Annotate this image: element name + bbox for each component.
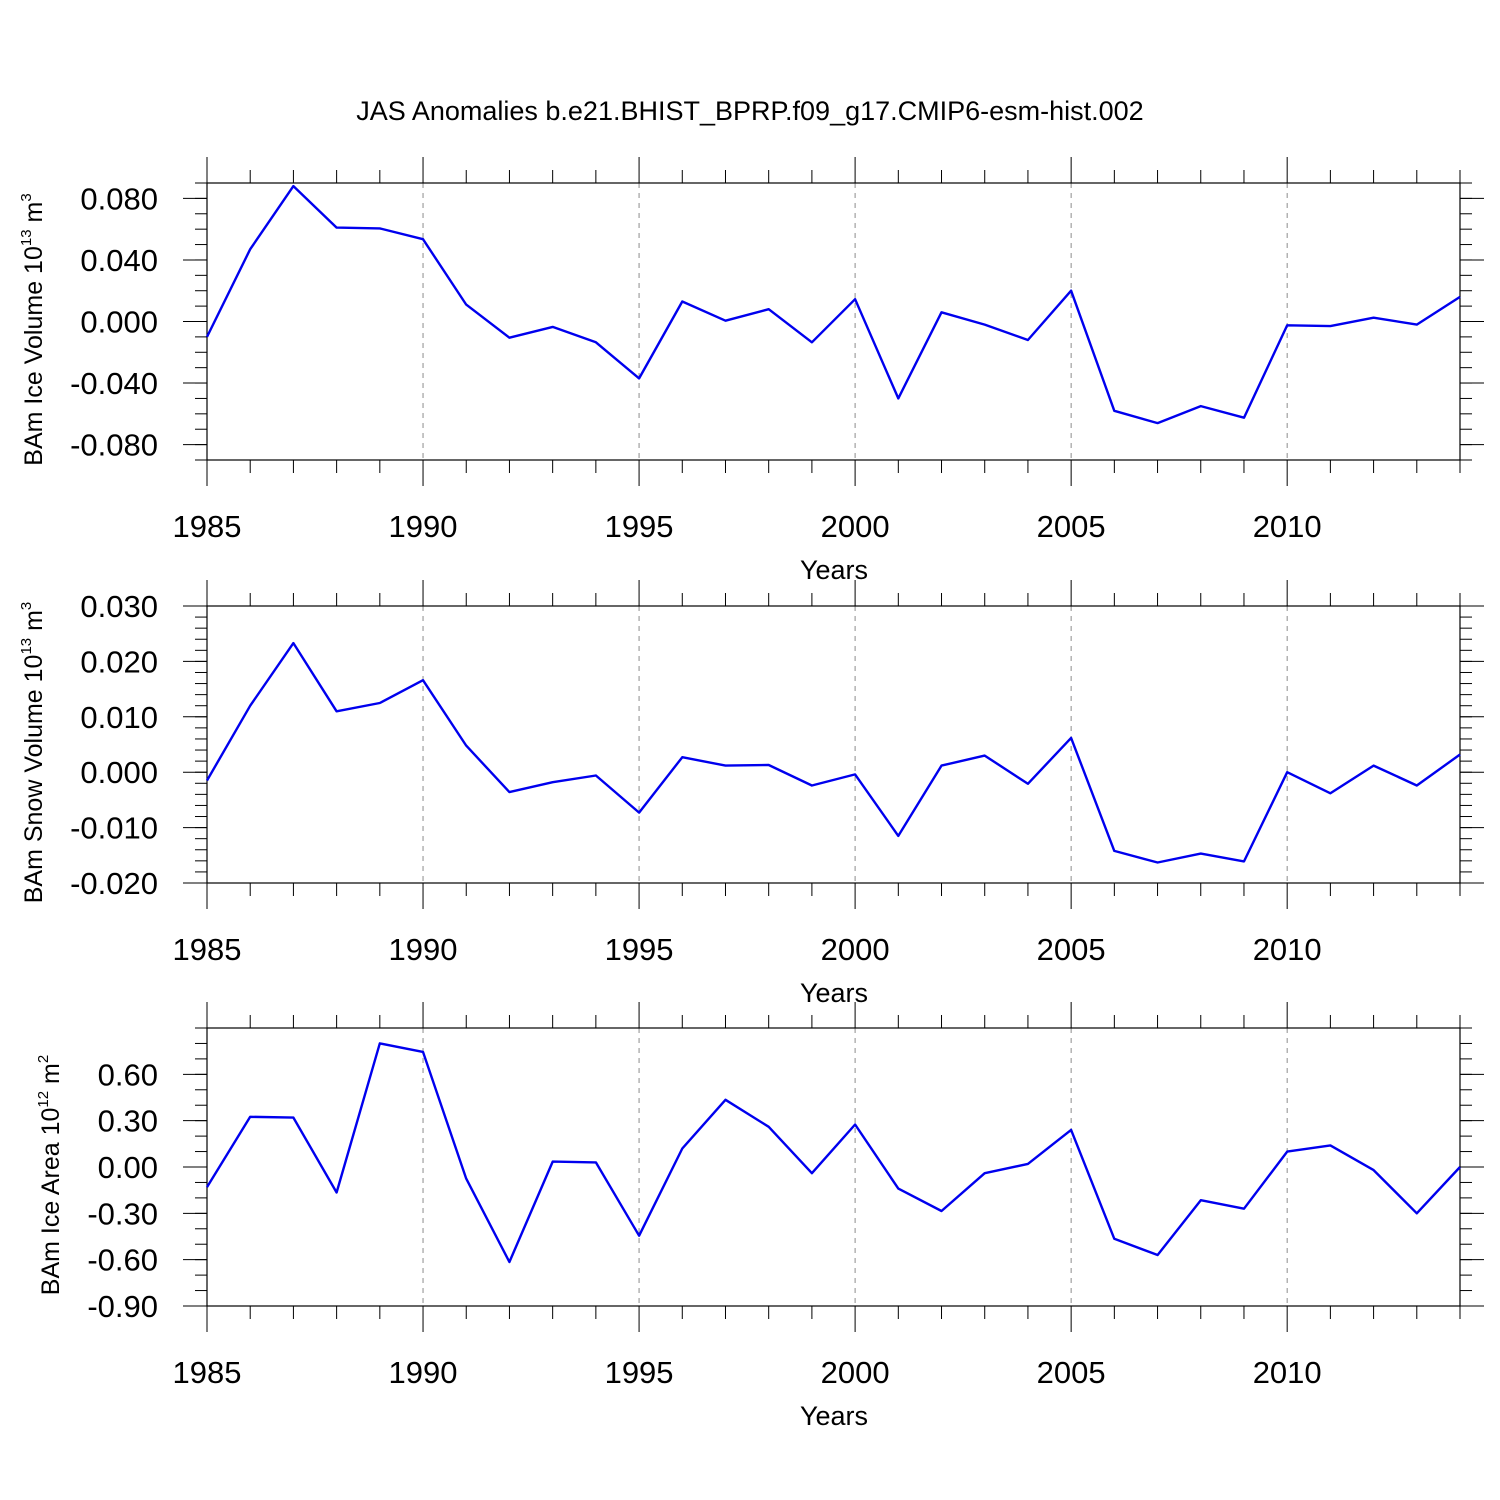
y-tick-label: 0.30: [98, 1104, 158, 1139]
panels: 0.080 0.040 0.000 -0.040 -0.080 1985 1990 1995 2…: [18, 157, 1484, 1431]
y-tick-label: 0.030: [80, 589, 158, 624]
y-tick-label: -0.040: [70, 366, 158, 401]
y-tick-label: -0.30: [87, 1196, 158, 1231]
x-tick-label: 1990: [389, 509, 458, 544]
y-tick-label: -0.90: [87, 1289, 158, 1324]
y-axis-label: BAm Ice Volume 1013 m3: [18, 193, 48, 465]
x-tick-label: 1985: [173, 509, 242, 544]
x-tick-label: 1995: [605, 932, 674, 967]
x-axis-label: Years: [800, 1401, 868, 1431]
x-axis-label: Years: [800, 555, 868, 585]
y-tick-label: 0.020: [80, 644, 158, 679]
x-tick-label: 1995: [605, 509, 674, 544]
y-axis-label: BAm Snow Volume 1013 m3: [18, 602, 48, 904]
y-tick-label: 0.080: [80, 181, 158, 216]
y-tick-label: 0.040: [80, 243, 158, 278]
x-axis-label: Years: [800, 978, 868, 1008]
chart-panel: 0.030 0.020 0.010 0.000 -0.010 -0.020 1985 1990…: [18, 580, 1484, 1008]
x-tick-label: 2000: [821, 1355, 890, 1390]
series-line: [205, 1042, 1461, 1264]
x-tick-label: 2010: [1253, 932, 1322, 967]
x-tick-label: 1995: [605, 1355, 674, 1390]
chart-panel: 0.60 0.30 0.00 -0.30 -0.60 -0.90 1985 1990 1995 2…: [35, 1002, 1484, 1431]
plot-frame: [206, 1027, 1461, 1307]
y-tick-label: 0.010: [80, 700, 158, 735]
x-tick-label: 2010: [1253, 1355, 1322, 1390]
chart-panel: 0.080 0.040 0.000 -0.040 -0.080 1985 1990 1995 2…: [18, 157, 1484, 585]
figure-title: JAS Anomalies b.e21.BHIST_BPRP.f09_g17.C…: [356, 96, 1143, 126]
x-tick-label: 2005: [1037, 509, 1106, 544]
series-line: [205, 641, 1461, 864]
series-line: [205, 184, 1461, 425]
x-tick-label: 2000: [821, 932, 890, 967]
plot-frame: [206, 605, 1461, 884]
x-tick-label: 2005: [1037, 932, 1106, 967]
y-tick-label: -0.60: [87, 1243, 158, 1278]
y-tick-label: 0.000: [80, 755, 158, 790]
y-tick-label: 0.60: [98, 1057, 158, 1092]
x-tick-label: 1990: [389, 1355, 458, 1390]
y-tick-label: 0.000: [80, 305, 158, 340]
y-axis-label: BAm Ice Area 1012 m2: [35, 1055, 65, 1295]
x-tick-label: 2010: [1253, 509, 1322, 544]
x-tick-label: 2005: [1037, 1355, 1106, 1390]
x-tick-label: 2000: [821, 509, 890, 544]
y-tick-label: 0.00: [98, 1150, 158, 1185]
y-tick-label: -0.010: [70, 811, 158, 846]
y-tick-label: -0.080: [70, 428, 158, 463]
x-tick-label: 1990: [389, 932, 458, 967]
y-tick-label: -0.020: [70, 866, 158, 901]
x-tick-label: 1985: [173, 932, 242, 967]
x-tick-label: 1985: [173, 1355, 242, 1390]
